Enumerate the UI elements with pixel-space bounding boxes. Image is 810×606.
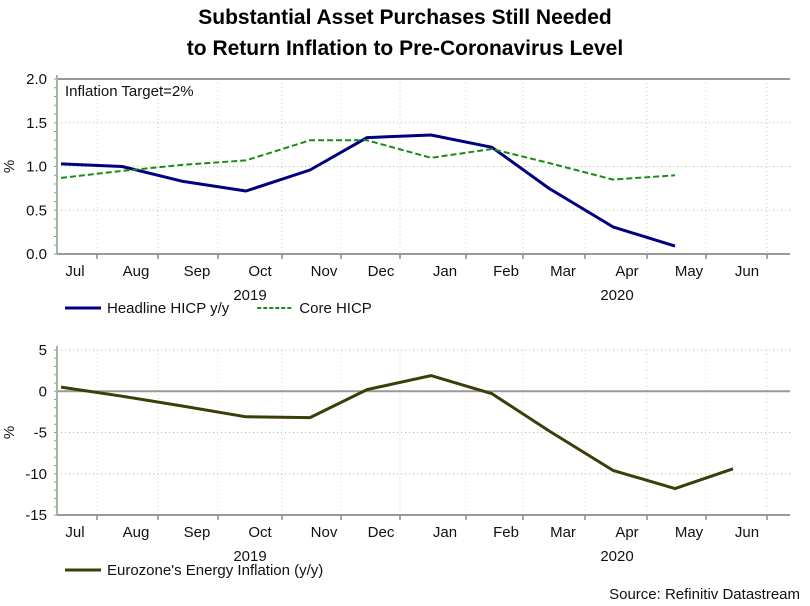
- y-tick-label: 1.5: [26, 115, 47, 132]
- year-label: 2020: [600, 548, 633, 565]
- legend: Headline HICP y/y Core HICP: [65, 300, 372, 317]
- y-tick-label: 2.0: [26, 71, 47, 88]
- x-tick-label: Feb: [493, 263, 519, 280]
- x-tick-label: Jan: [433, 263, 457, 280]
- x-tick-label: Jan: [433, 524, 457, 541]
- x-tick-label: Nov: [311, 524, 338, 541]
- y-axis-label: %: [1, 426, 18, 439]
- series-line-headline-hicp-y-y: [60, 133, 676, 248]
- x-tick-label: Mar: [550, 263, 576, 280]
- y-tick-label: 0.5: [26, 202, 47, 219]
- chart-panel-2: -15 -10 -5 0 5 Jul Aug Sep Oct Nov Dec Jan Feb Mar Apr…: [1, 342, 790, 579]
- x-tick-label: Aug: [123, 524, 150, 541]
- x-tick-label: Mar: [550, 524, 576, 541]
- x-tick-label: Nov: [311, 263, 338, 280]
- x-tick-label: Apr: [615, 524, 638, 541]
- x-tick-label: Oct: [248, 263, 272, 280]
- x-tick-label: May: [675, 263, 704, 280]
- x-tick-label: Feb: [493, 524, 519, 541]
- legend-label: Core HICP: [299, 300, 372, 317]
- year-label: 2020: [600, 287, 633, 304]
- source-note: Source: Refinitiv Datastream: [609, 586, 800, 603]
- inflation-target-annotation: Inflation Target=2%: [65, 83, 194, 100]
- legend-label: Headline HICP y/y: [107, 300, 230, 317]
- chart-title-line-1: Substantial Asset Purchases Still Needed: [198, 6, 612, 29]
- x-tick-label: Dec: [368, 524, 395, 541]
- series-line-eurozone-s-energy-inflation-y-y-: [60, 374, 734, 491]
- chart-title: Substantial Asset Purchases Still Needed…: [0, 2, 810, 64]
- series-line-core-hicp: [60, 139, 676, 181]
- legend-label: Eurozone's Energy Inflation (y/y): [107, 562, 323, 579]
- y-tick-label: 5: [39, 342, 47, 359]
- x-tick-label: Sep: [184, 524, 211, 541]
- y-tick-label: -5: [34, 425, 47, 442]
- x-tick-label: May: [675, 524, 704, 541]
- x-tick-label: Jul: [65, 263, 84, 280]
- y-tick-label: -15: [25, 507, 47, 524]
- y-tick-label: -10: [25, 466, 47, 483]
- year-label: 2019: [233, 548, 266, 565]
- x-tick-label: Jun: [735, 263, 759, 280]
- y-tick-label: 0: [39, 383, 47, 400]
- x-tick-label: Apr: [615, 263, 638, 280]
- y-axis-label: %: [1, 160, 18, 173]
- legend: Eurozone's Energy Inflation (y/y): [65, 562, 323, 579]
- x-tick-label: Aug: [123, 263, 150, 280]
- chart-title-line-2: to Return Inflation to Pre-Coronavirus L…: [186, 37, 624, 60]
- y-tick-label: 0.0: [26, 246, 47, 263]
- x-tick-label: Jun: [735, 524, 759, 541]
- x-tick-label: Jul: [65, 524, 84, 541]
- x-tick-label: Oct: [248, 524, 272, 541]
- x-tick-label: Dec: [368, 263, 395, 280]
- x-tick-label: Sep: [184, 263, 211, 280]
- chart-panel-1: 0.0 0.5 1.0 1.5 2.0 Jul Aug Sep Oct Nov Dec Jan Feb M…: [1, 71, 790, 317]
- y-tick-label: 1.0: [26, 159, 47, 176]
- year-label: 2019: [233, 287, 266, 304]
